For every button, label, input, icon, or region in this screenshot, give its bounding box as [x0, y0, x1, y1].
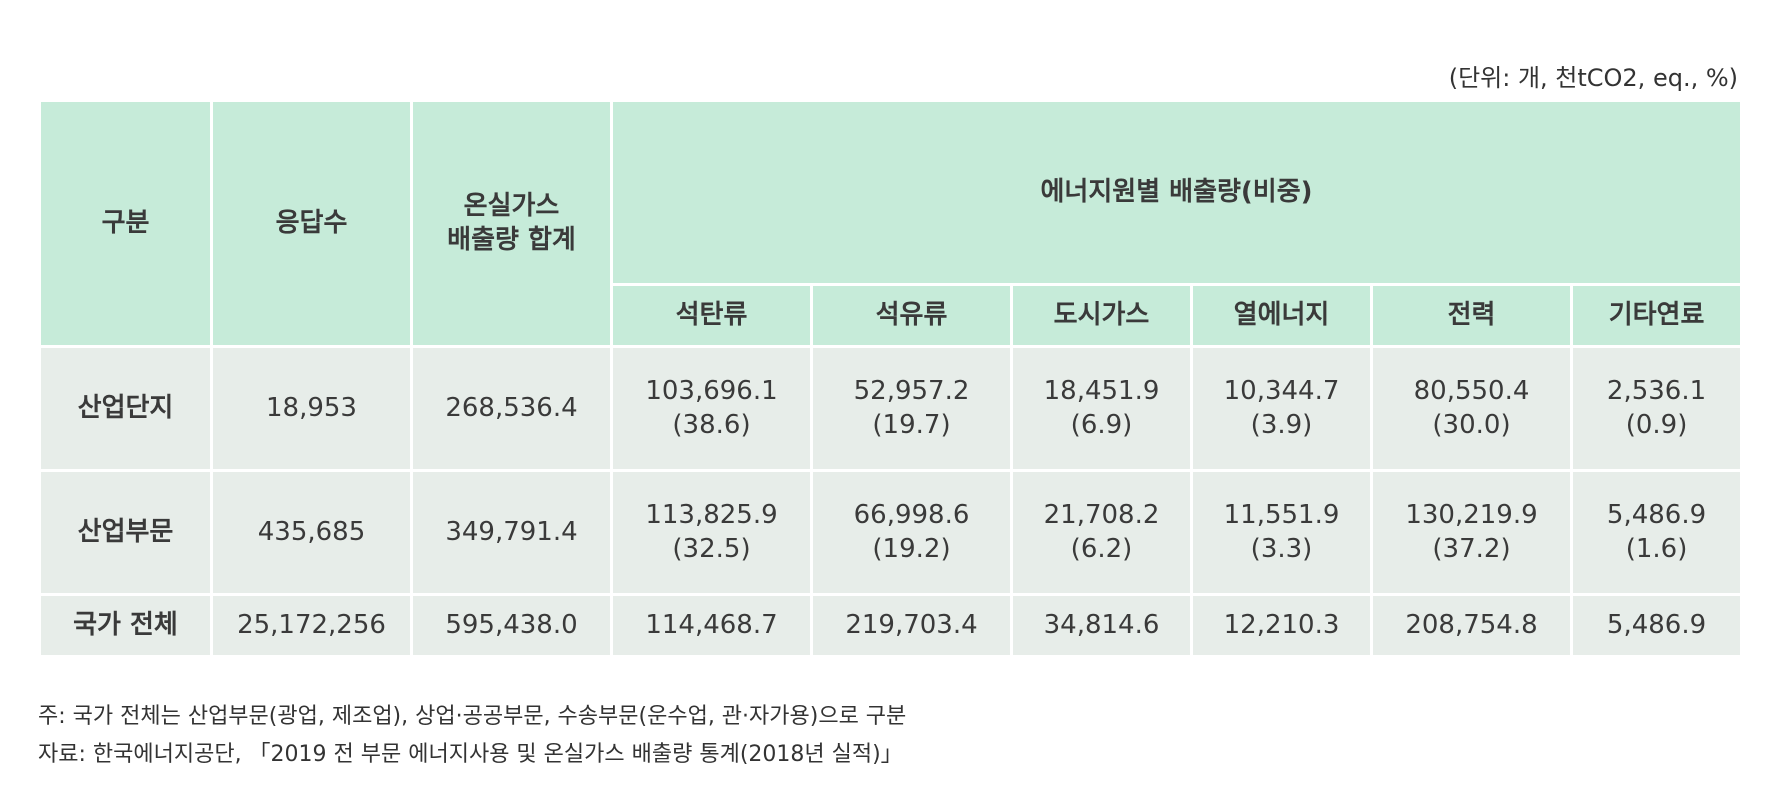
cell-share: (37.2) — [1432, 533, 1511, 564]
table-row: 산업부문 435,685 349,791.4 113,825.9 (32.5) 6… — [38, 469, 1744, 596]
header-source-coal: 석탄류 — [610, 283, 813, 348]
cell-share: (32.5) — [672, 533, 751, 564]
oil-cell: 66,998.6 (19.2) — [810, 469, 1013, 596]
cell-share: (19.7) — [872, 409, 951, 440]
cell-share: (6.9) — [1070, 409, 1133, 440]
cell-value: 2,536.1 — [1606, 375, 1707, 406]
heat-cell: 10,344.7 (3.9) — [1190, 345, 1373, 472]
footnote-source: 자료: 한국에너지공단, 「2019 전 부문 에너지사용 및 온실가스 배출량… — [38, 742, 903, 767]
total-cell: 268,536.4 — [410, 345, 613, 472]
cell-share: (3.3) — [1250, 533, 1313, 564]
cell-value: 52,957.2 — [853, 375, 970, 406]
cell-share: (6.2) — [1070, 533, 1133, 564]
table-row: 산업단지 18,953 268,536.4 103,696.1 (38.6) 52… — [38, 345, 1744, 472]
table-row: 국가 전체 25,172,256 595,438.0 114,468.7 219… — [38, 593, 1744, 658]
other-fuel-cell: 5,486.9 (1.6) — [1569, 469, 1744, 596]
cell-share: (1.6) — [1625, 533, 1688, 564]
header-category: 구분 — [38, 99, 213, 348]
row-label: 산업부문 — [38, 469, 213, 596]
cell-value: 130,219.9 — [1405, 499, 1538, 530]
cell-value: 21,708.2 — [1043, 499, 1160, 530]
header-responses: 응답수 — [210, 99, 413, 348]
electricity-cell: 130,219.9 (37.2) — [1370, 469, 1573, 596]
other-fuel-cell: 5,486.9 — [1569, 593, 1744, 658]
header-source-electricity: 전력 — [1370, 283, 1573, 348]
heat-cell: 11,551.9 (3.3) — [1190, 469, 1373, 596]
cell-value: 10,344.7 — [1223, 375, 1340, 406]
cell-share: (30.0) — [1432, 409, 1511, 440]
cell-share: (3.9) — [1250, 409, 1313, 440]
footnote-note: 주: 국가 전체는 산업부문(광업, 제조업), 상업·공공부문, 수송부문(운… — [38, 704, 907, 729]
electricity-cell: 80,550.4 (30.0) — [1370, 345, 1573, 472]
header-source-city-gas: 도시가스 — [1010, 283, 1193, 348]
cell-value: 113,825.9 — [645, 499, 778, 530]
responses-cell: 25,172,256 — [210, 593, 413, 658]
cell-value: 5,486.9 — [1606, 499, 1707, 530]
oil-cell: 52,957.2 (19.7) — [810, 345, 1013, 472]
city-gas-cell: 21,708.2 (6.2) — [1010, 469, 1193, 596]
oil-cell: 219,703.4 — [810, 593, 1013, 658]
header-total-emissions: 온실가스 배출량 합계 — [410, 99, 613, 348]
cell-value: 11,551.9 — [1223, 499, 1340, 530]
header-energy-group: 에너지원별 배출량(비중) — [609, 99, 1744, 286]
cell-share: (0.9) — [1625, 409, 1688, 440]
total-cell: 595,438.0 — [410, 593, 613, 658]
header-total-line2: 배출량 합계 — [447, 224, 576, 255]
electricity-cell: 208,754.8 — [1370, 593, 1573, 658]
cell-share: (38.6) — [672, 409, 751, 440]
city-gas-cell: 34,814.6 — [1010, 593, 1193, 658]
emissions-table: 구분 응답수 온실가스 배출량 합계 에너지원별 배출량(비중) 석탄류 석유류… — [38, 99, 1744, 658]
cell-value: 18,451.9 — [1043, 375, 1160, 406]
coal-cell: 113,825.9 (32.5) — [610, 469, 813, 596]
total-cell: 349,791.4 — [410, 469, 613, 596]
cell-value: 103,696.1 — [645, 375, 778, 406]
cell-share: (19.2) — [872, 533, 951, 564]
header-source-heat: 열에너지 — [1190, 283, 1373, 348]
unit-note: (단위: 개, 천tCO2, eq., %) — [1448, 64, 1738, 92]
header-total-line1: 온실가스 — [463, 190, 560, 221]
row-label: 산업단지 — [38, 345, 213, 472]
coal-cell: 114,468.7 — [610, 593, 813, 658]
coal-cell: 103,696.1 (38.6) — [610, 345, 813, 472]
responses-cell: 18,953 — [210, 345, 413, 472]
footnotes: 주: 국가 전체는 산업부문(광업, 제조업), 상업·공공부문, 수송부문(운… — [38, 698, 906, 774]
row-label: 국가 전체 — [38, 593, 213, 658]
other-fuel-cell: 2,536.1 (0.9) — [1569, 345, 1744, 472]
responses-cell: 435,685 — [210, 469, 413, 596]
header-source-other-fuel: 기타연료 — [1569, 283, 1744, 348]
cell-value: 66,998.6 — [853, 499, 970, 530]
header-source-oil: 석유류 — [810, 283, 1013, 348]
city-gas-cell: 18,451.9 (6.9) — [1010, 345, 1193, 472]
heat-cell: 12,210.3 — [1190, 593, 1373, 658]
cell-value: 80,550.4 — [1413, 375, 1530, 406]
